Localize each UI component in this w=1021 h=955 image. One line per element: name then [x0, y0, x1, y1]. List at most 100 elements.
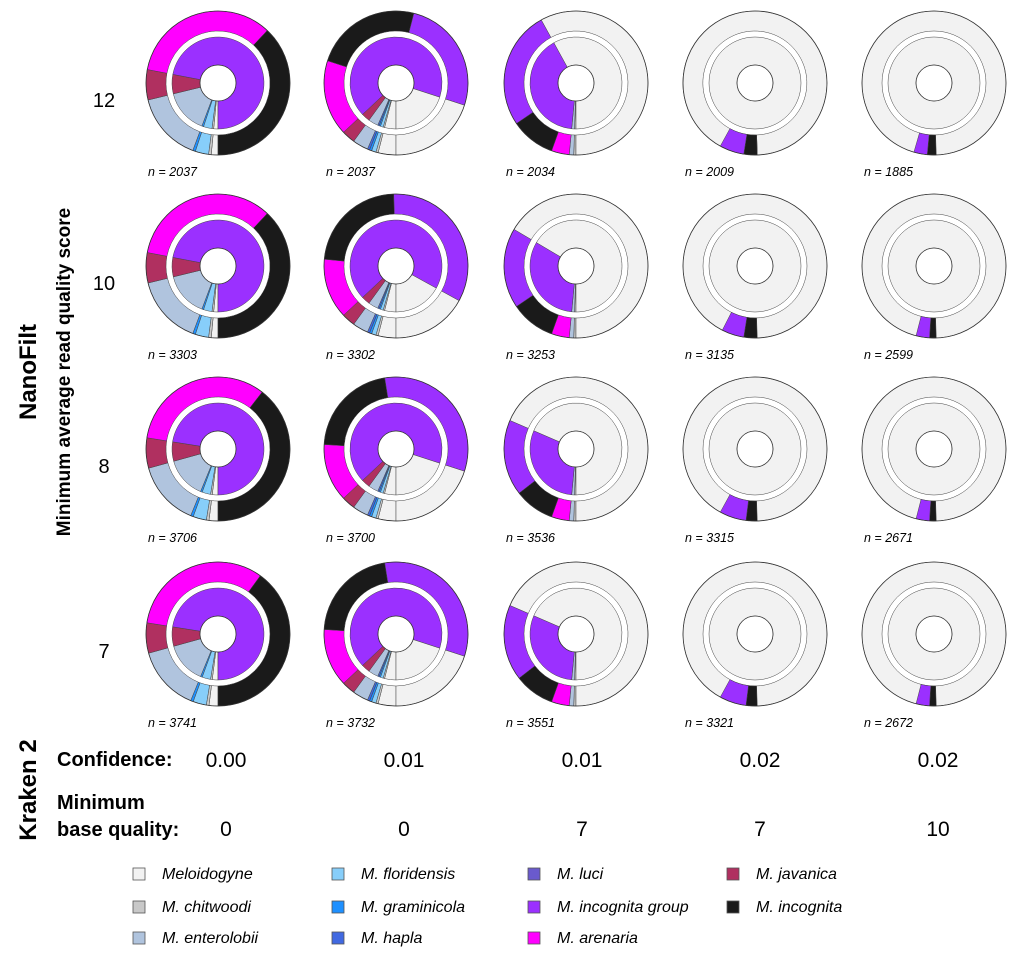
center-hole — [557, 615, 595, 653]
min-base-quality-value: 7 — [754, 818, 766, 841]
n-label: n = 2037 — [326, 165, 376, 179]
center-hole — [199, 615, 237, 653]
center-hole — [736, 247, 774, 285]
outer-border — [682, 376, 828, 522]
legend-swatch — [527, 867, 541, 881]
legend-label: M. graminicola — [361, 899, 465, 916]
sunburst-panel-r1-c2 — [503, 193, 649, 339]
center-hole — [915, 615, 953, 653]
center-hole — [377, 430, 415, 468]
center-hole — [377, 615, 415, 653]
legend-label: M. luci — [557, 866, 604, 883]
confidence-value: 0.02 — [918, 749, 959, 772]
n-label: n = 2671 — [864, 531, 913, 545]
legend-label: M. arenaria — [557, 930, 638, 947]
sunburst-panel-r2-c2 — [503, 376, 649, 522]
center-hole — [736, 64, 774, 102]
sunburst-panel-r0-c2 — [503, 10, 649, 156]
outer-border — [503, 10, 649, 156]
sunburst-panel-r3-c2 — [503, 561, 649, 707]
legend-swatch — [331, 867, 345, 881]
outer-ring-javanica-5 — [145, 622, 169, 654]
outer-border — [861, 10, 1007, 156]
legend-label: M. hapla — [361, 930, 422, 947]
outer-border — [145, 561, 291, 707]
sunburst-panel-r0-c0 — [145, 10, 291, 156]
n-label: n = 2672 — [864, 716, 913, 730]
sunburst-panel-r1-c3 — [682, 193, 828, 339]
legend-label: M. floridensis — [361, 866, 455, 883]
n-label: n = 3700 — [326, 531, 375, 545]
outer-ring-javanica-5 — [145, 437, 169, 469]
outer-ring-incognita_group-4 — [503, 605, 536, 679]
panels-group — [145, 10, 1007, 707]
legend-label: M. chitwoodi — [162, 899, 251, 916]
outer-border — [682, 561, 828, 707]
legend-label: M. incognita — [756, 899, 842, 916]
sunburst-panel-r3-c3 — [682, 561, 828, 707]
legend-group: Meloidogyne M. chitwoodi M. enterolobii M. … — [132, 866, 842, 947]
outer-border — [323, 193, 469, 339]
legend-swatch — [331, 900, 345, 914]
sunburst-panel-r1-c0 — [145, 193, 291, 339]
legend-swatch — [132, 900, 146, 914]
n-label: n = 3315 — [685, 531, 734, 545]
sunburst-panel-r2-c1 — [323, 376, 469, 522]
sunburst-panel-r2-c0 — [145, 376, 291, 522]
sunburst-panel-r2-c3 — [682, 376, 828, 522]
confidence-value: 0.01 — [384, 749, 425, 772]
legend-entry: M. floridensis — [331, 866, 455, 883]
sunburst-panel-r1-c1 — [323, 193, 469, 339]
legend-entry: M. javanica — [726, 866, 837, 883]
confidence-value: 0.00 — [206, 749, 247, 772]
center-hole — [199, 430, 237, 468]
legend-swatch — [331, 931, 345, 945]
y-axis-label: Minimum average read quality score — [54, 208, 75, 536]
legend-label: M. enterolobii — [162, 930, 258, 947]
row-label-10: 10 — [93, 273, 115, 295]
confidence-value: 0.01 — [562, 749, 603, 772]
n-label: n = 3321 — [685, 716, 734, 730]
n-label: n = 2037 — [148, 165, 198, 179]
center-hole — [199, 64, 237, 102]
outer-border — [861, 376, 1007, 522]
center-hole — [557, 64, 595, 102]
row-label-8: 8 — [98, 456, 109, 478]
legend-entry: M. luci — [527, 866, 604, 883]
n-label: n = 3732 — [326, 716, 375, 730]
center-hole — [736, 430, 774, 468]
center-hole — [915, 64, 953, 102]
sunburst-panel-r1-c4 — [861, 193, 1007, 339]
sunburst-panel-r2-c4 — [861, 376, 1007, 522]
center-hole — [377, 64, 415, 102]
outer-border — [145, 10, 291, 156]
legend-label: Meloidogyne — [162, 866, 253, 883]
min-base-quality-value: 0 — [220, 818, 232, 841]
legend-swatch — [132, 931, 146, 945]
sunburst-panel-r0-c4 — [861, 10, 1007, 156]
min-base-quality-label-line1: Minimum — [57, 792, 145, 814]
n-label: n = 1885 — [864, 165, 913, 179]
sunburst-panel-r3-c0 — [145, 561, 291, 707]
confidence-value: 0.02 — [740, 749, 781, 772]
outer-border — [861, 561, 1007, 707]
center-hole — [736, 615, 774, 653]
n-label: n = 3303 — [148, 348, 197, 362]
n-label: n = 3551 — [506, 716, 555, 730]
labels-group: n = 2037 n = 2037 n = 2034 n = 2009 n = 1885… — [15, 90, 958, 841]
outer-border — [503, 193, 649, 339]
outer-border — [503, 376, 649, 522]
sunburst-panel-r3-c1 — [323, 561, 469, 707]
center-hole — [915, 247, 953, 285]
outer-ring-javanica-5 — [145, 69, 168, 101]
center-hole — [557, 430, 595, 468]
outer-border — [145, 193, 291, 339]
outer-border — [682, 10, 828, 156]
n-label: n = 3253 — [506, 348, 555, 362]
legend-swatch — [132, 867, 146, 881]
nanofilt-label: NanoFilt — [15, 324, 42, 420]
outer-border — [323, 561, 469, 707]
legend-swatch — [726, 867, 740, 881]
n-label: n = 3706 — [148, 531, 197, 545]
